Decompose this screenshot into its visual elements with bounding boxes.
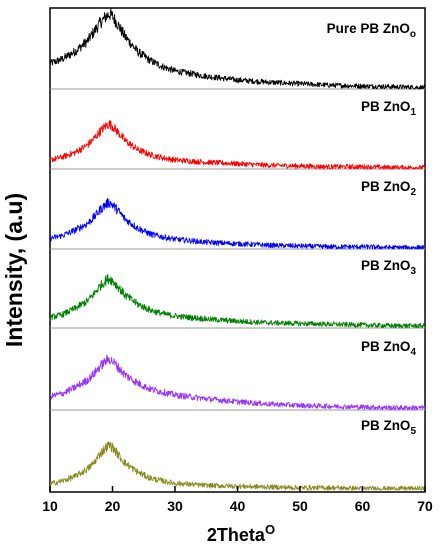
series-line-4 [49, 354, 426, 411]
x-tick-label: 20 [105, 498, 121, 514]
series-label-name: PB ZnO [361, 99, 411, 114]
x-axis-ticks: 10 20 30 40 50 60 70 [42, 486, 433, 514]
series-label-subscript: 1 [410, 107, 416, 118]
series-label-subscript: 3 [410, 266, 416, 277]
series-label-1: PB ZnO1 [361, 99, 417, 118]
x-tick-label: 40 [230, 498, 246, 514]
series-line-2 [49, 198, 426, 250]
x-axis-title-superscript: O [265, 522, 275, 537]
series-label-subscript: 2 [410, 187, 416, 198]
series-label-name: PB ZnO [361, 418, 411, 433]
series-line-1 [49, 120, 426, 170]
series-baselines [50, 88, 425, 411]
series-label-name: PB ZnO [361, 258, 411, 273]
series-label-0: Pure PB ZnOo [327, 21, 416, 40]
series-line-3 [49, 274, 426, 329]
series-label-subscript: o [410, 29, 416, 40]
series-label-subscript: 4 [410, 347, 416, 358]
x-tick-label: 50 [292, 498, 308, 514]
x-tick-label: 30 [167, 498, 183, 514]
series-label-2: PB ZnO2 [361, 179, 417, 198]
series-label-subscript: 5 [410, 426, 416, 437]
series-label-name: PB ZnO [361, 339, 411, 354]
x-tick-label: 70 [417, 498, 433, 514]
series-line-5 [49, 441, 426, 491]
x-axis-title: 2ThetaO [207, 522, 275, 545]
series-label-5: PB ZnO5 [361, 418, 417, 437]
x-tick-label: 60 [355, 498, 371, 514]
series-label-3: PB ZnO3 [361, 258, 417, 277]
series-label-name: Pure PB ZnO [327, 21, 410, 36]
series-line-0 [49, 8, 426, 90]
series-label-name: PB ZnO [361, 179, 411, 194]
series-label-4: PB ZnO4 [361, 339, 417, 358]
x-tick-label: 10 [42, 498, 58, 514]
y-axis-title: Intensity, (a.u) [1, 193, 27, 347]
